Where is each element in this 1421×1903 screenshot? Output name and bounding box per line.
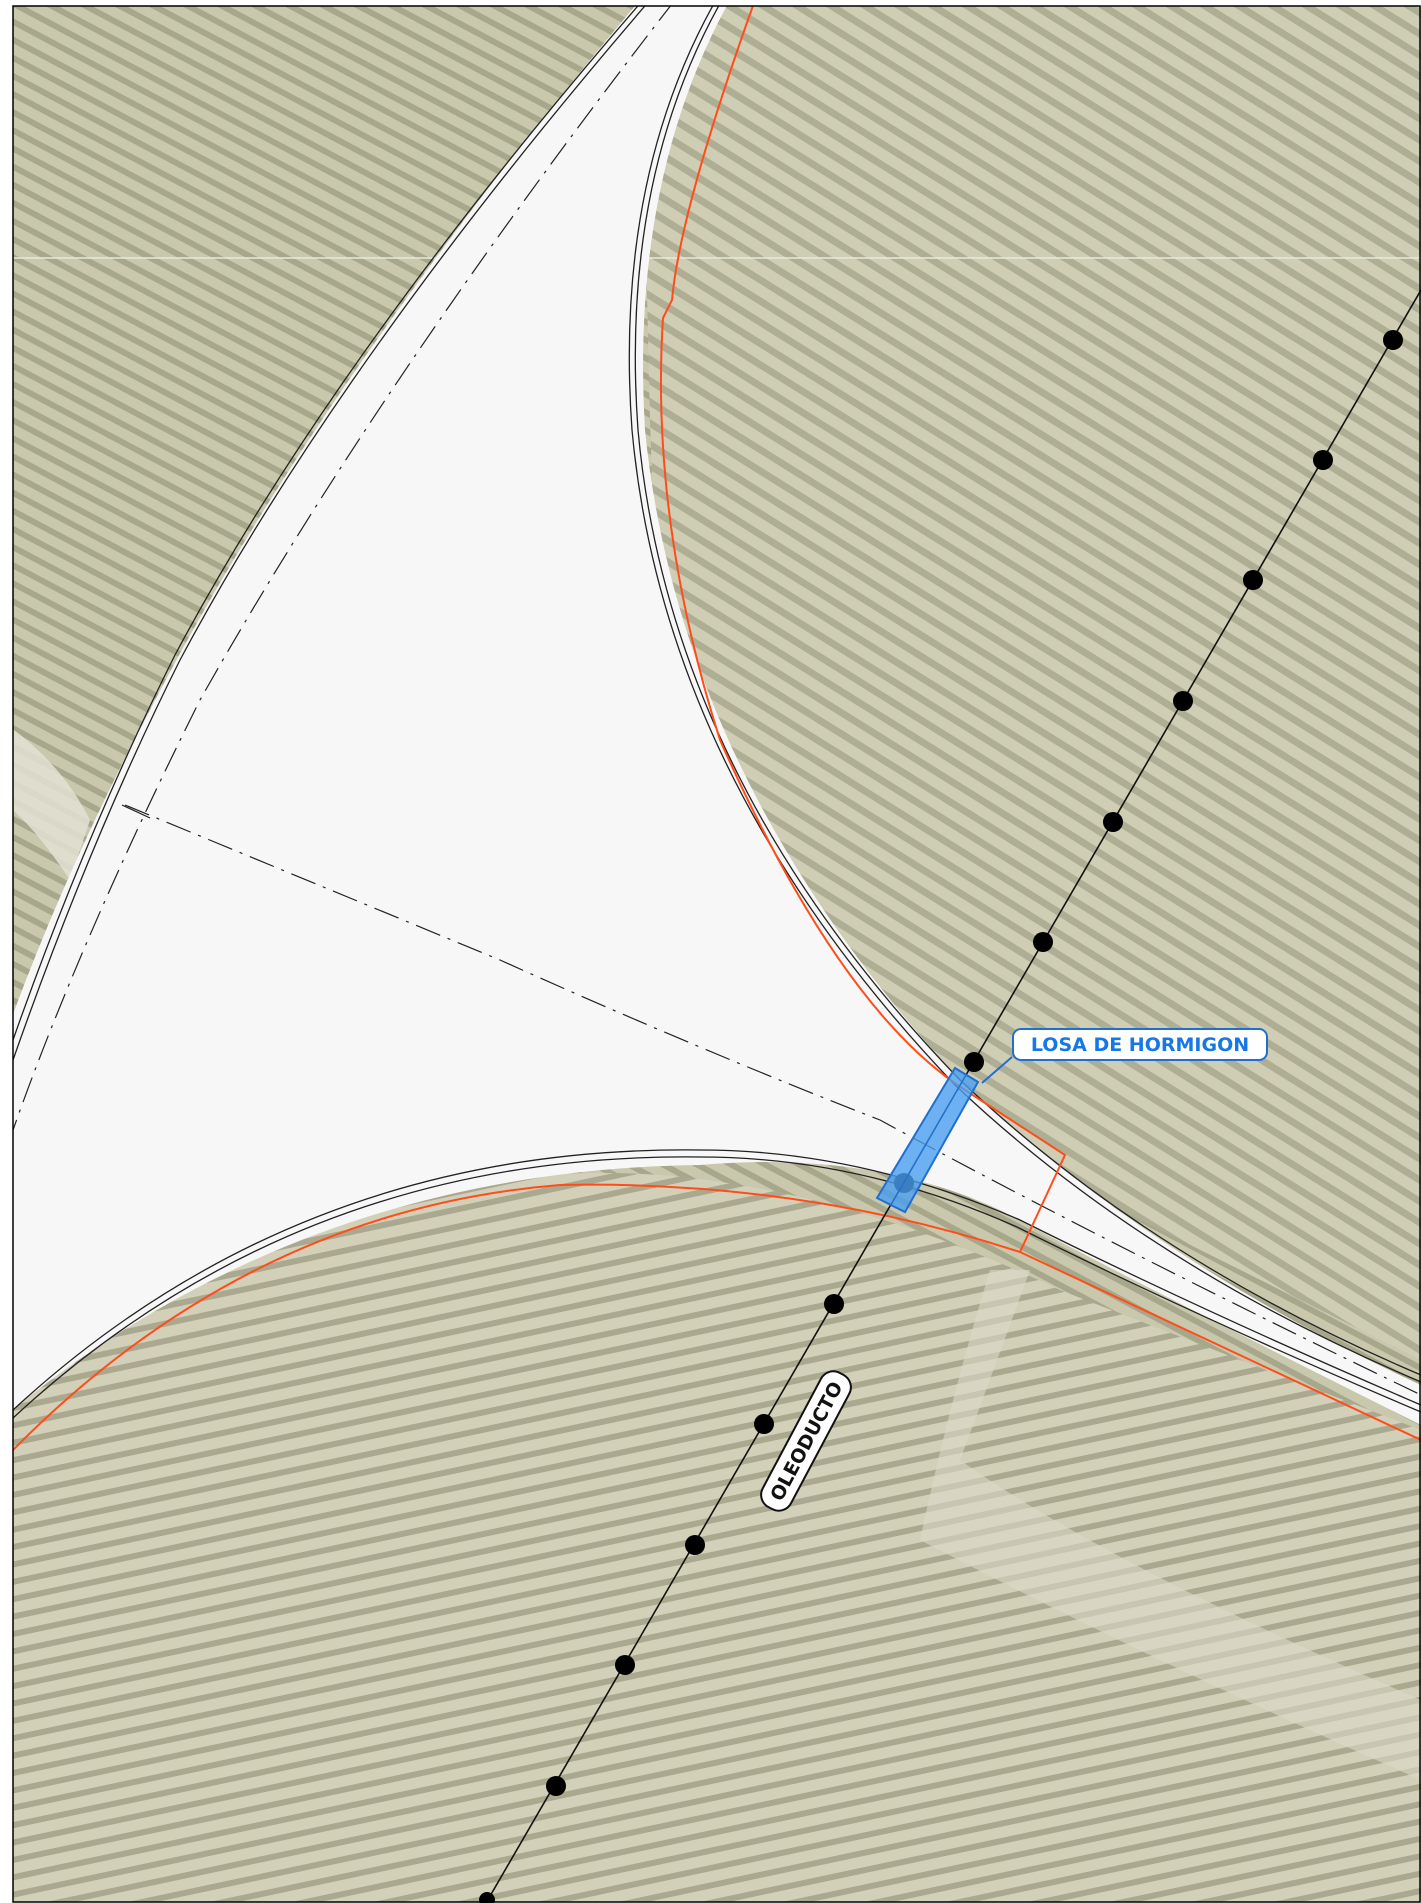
- pipeline-marker: [824, 1294, 844, 1314]
- field-lower: [13, 1172, 1421, 1902]
- pipeline-marker: [1173, 691, 1193, 711]
- callout-leader: [981, 1056, 1013, 1084]
- pipeline-marker: [546, 1776, 566, 1796]
- dirt-track-lower: [920, 1270, 1421, 1780]
- concrete-slab-axis: [890, 1074, 967, 1206]
- pipeline-marker: [615, 1655, 635, 1675]
- callout-losa: LOSA DE HORMIGON: [981, 1028, 1268, 1084]
- losa-label: LOSA DE HORMIGON: [1031, 1034, 1249, 1056]
- callout-box: [1012, 1028, 1268, 1061]
- pipeline-marker: [1033, 932, 1053, 952]
- road-edge-lines: [13, 6, 1421, 1419]
- pipeline-markers: [479, 330, 1403, 1903]
- concrete-slab: [875, 1066, 980, 1214]
- pipeline-marker: [964, 1052, 984, 1072]
- map-frame: [12, 5, 1421, 1903]
- oleoducto-box: [760, 1370, 852, 1512]
- expropriation-boundary: [13, 6, 1421, 1451]
- pipeline-marker: [685, 1535, 705, 1555]
- concrete-slab-shape: [875, 1066, 980, 1214]
- pipeline-marker: [754, 1414, 774, 1434]
- section-tick: [121, 804, 151, 819]
- dirt-track: [13, 729, 90, 880]
- centerlines: [13, 6, 1421, 1396]
- pipeline-marker: [1243, 570, 1263, 590]
- pipeline-marker: [1313, 450, 1333, 470]
- pipeline-marker: [1103, 812, 1123, 832]
- road-pavement: [0, 0, 1421, 1425]
- pipeline-marker: [479, 1892, 495, 1903]
- pipeline-marker: [1383, 330, 1403, 350]
